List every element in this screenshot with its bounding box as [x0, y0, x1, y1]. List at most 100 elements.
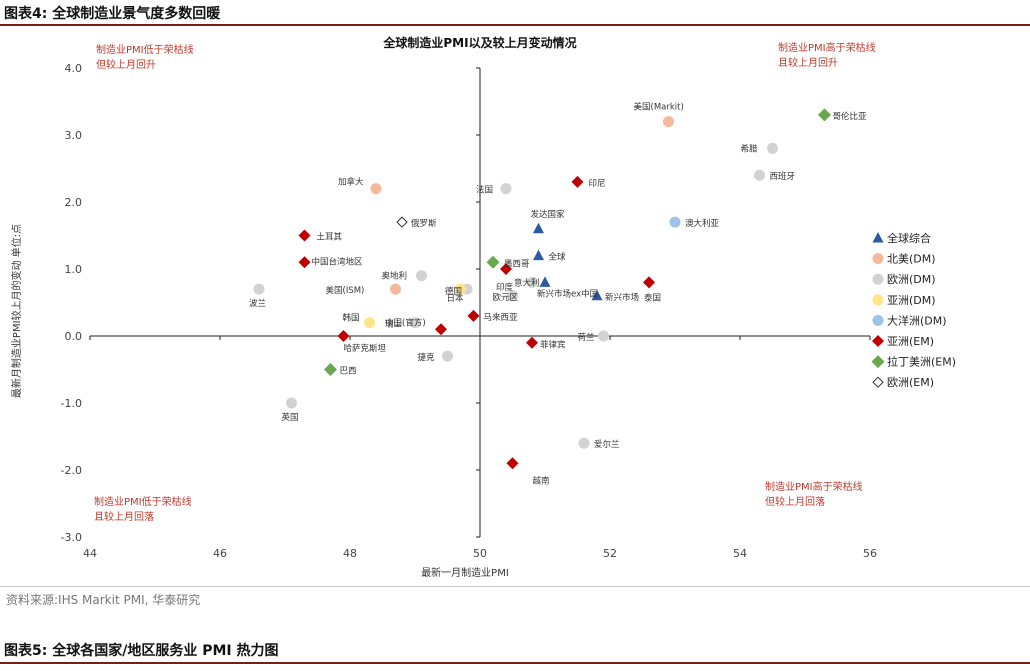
point-label: 加拿大 — [338, 177, 364, 188]
y-tick-label: 3.0 — [65, 129, 83, 142]
data-point — [754, 169, 765, 181]
point-label: 马来西亚 — [484, 313, 519, 323]
chart-title: 全球制造业PMI以及较上月变动情况 — [382, 35, 576, 50]
point-label: 印度 — [496, 282, 514, 293]
legend-label: 亚洲(DM) — [887, 294, 936, 307]
y-tick-label: 1.0 — [65, 263, 83, 276]
quadrant-note-bottom-left: 制造业PMI低于荣枯线 — [94, 495, 192, 508]
legend-label: 拉丁美洲(EM) — [887, 355, 956, 369]
legend-marker — [872, 273, 884, 285]
point-label: 巴西 — [340, 367, 357, 377]
x-tick-label: 54 — [733, 547, 747, 560]
x-tick-label: 52 — [603, 547, 617, 560]
data-point — [533, 222, 544, 234]
data-point — [578, 437, 590, 449]
data-point — [298, 229, 311, 242]
x-tick-label: 50 — [473, 547, 487, 560]
data-point — [370, 183, 382, 195]
data-point — [455, 283, 466, 295]
point-label: 印尼 — [589, 178, 606, 189]
data-point — [253, 283, 265, 295]
legend-marker — [872, 314, 884, 326]
quadrant-note-top-right: 制造业PMI高于荣枯线 — [778, 41, 876, 54]
y-tick-label: -3.0 — [61, 531, 82, 544]
data-point — [507, 290, 518, 302]
point-label: 瑞士 — [385, 319, 403, 330]
point-label: 欧元区 — [493, 292, 519, 303]
point-label: 捷克 — [418, 352, 436, 363]
data-point — [539, 276, 551, 287]
point-label: 哥伦比亚 — [833, 111, 868, 122]
quadrant-note-top-left: 但较上月回升 — [96, 58, 156, 71]
x-axis-label: 最新一月制造业PMI — [421, 566, 509, 579]
legend-marker — [872, 335, 884, 347]
figure-title: 图表4: 全球制造业景气度多数回暖 — [4, 6, 221, 22]
point-label: 土耳其 — [317, 232, 343, 243]
legend-label: 大洋洲(DM) — [887, 313, 947, 327]
data-point — [286, 397, 297, 409]
x-tick-label: 48 — [343, 547, 357, 560]
point-label: 新兴市场ex中国 — [537, 288, 598, 299]
data-point — [467, 309, 480, 322]
data-point — [500, 183, 512, 195]
data-point — [526, 336, 538, 349]
point-label: 全球 — [549, 252, 567, 263]
next-figure-header: 图表5: 全球各国家/地区服务业 PMI 热力图 — [0, 634, 1030, 664]
data-point — [591, 289, 603, 301]
legend-marker — [872, 253, 884, 265]
point-label: 日本 — [447, 293, 465, 304]
quadrant-note-top-right: 且较上月回升 — [778, 56, 838, 69]
data-point — [506, 457, 519, 470]
y-tick-label: 2.0 — [65, 196, 83, 209]
data-point — [526, 276, 538, 288]
x-tick-label: 46 — [213, 547, 227, 560]
y-tick-label: 4.0 — [65, 62, 83, 75]
x-tick-label: 56 — [863, 547, 877, 560]
divider — [0, 586, 1030, 587]
point-label: 新兴市场 — [605, 292, 639, 303]
y-axis-label: 最新月制造业PMI较上月的变动 单位:点 — [10, 224, 23, 398]
data-point — [298, 256, 311, 269]
point-label: 英国 — [282, 412, 299, 423]
point-label: 哈萨克斯坦 — [344, 343, 387, 354]
data-point — [409, 317, 421, 329]
point-label: 法国 — [476, 185, 493, 196]
legend-label: 北美(DM) — [887, 253, 936, 266]
y-tick-label: -1.0 — [61, 397, 82, 410]
data-point — [364, 317, 375, 329]
point-label: 俄罗斯 — [411, 218, 437, 229]
point-label: 西班牙 — [770, 171, 796, 182]
scatter-chart: 全球制造业PMI以及较上月变动情况 44 46 48 50 52 54 56 -3.0 -2.0… — [10, 35, 956, 579]
data-point — [571, 175, 584, 188]
point-label: 墨西哥 — [504, 259, 530, 269]
data-point — [324, 363, 337, 376]
quadrant-note-bottom-right: 但较上月回落 — [765, 495, 825, 508]
data-point — [533, 249, 544, 261]
x-tick-label: 44 — [83, 547, 97, 560]
data-point — [442, 350, 453, 362]
data-point — [500, 263, 512, 275]
point-label: 澳大利亚 — [685, 218, 720, 229]
data-point — [643, 276, 655, 289]
point-label: 德国 — [445, 286, 462, 297]
figure-header: 图表4: 全球制造业景气度多数回暖 — [0, 0, 1030, 26]
point-label: 中国(官方) — [385, 317, 426, 328]
point-label: 中国台湾地区 — [312, 256, 364, 267]
legend-label: 欧洲(DM) — [887, 273, 936, 286]
data-point — [416, 270, 427, 282]
data-point — [669, 216, 681, 228]
quadrant-note-top-left: 制造业PMI低于荣枯线 — [96, 43, 194, 56]
point-label: 波兰 — [249, 298, 266, 309]
data-point — [396, 216, 408, 228]
point-label: 荷兰 — [578, 332, 595, 343]
point-label: 奥地利 — [382, 271, 408, 282]
data-point — [767, 142, 778, 154]
legend-marker — [872, 232, 884, 243]
point-label: 发达国家 — [531, 209, 566, 220]
point-label: 美国(ISM) — [326, 285, 365, 296]
data-point — [435, 323, 447, 336]
point-label: 菲律宾 — [540, 340, 566, 351]
point-label: 越南 — [533, 475, 550, 486]
legend-marker — [872, 376, 884, 388]
legend-label: 全球综合 — [887, 231, 931, 245]
